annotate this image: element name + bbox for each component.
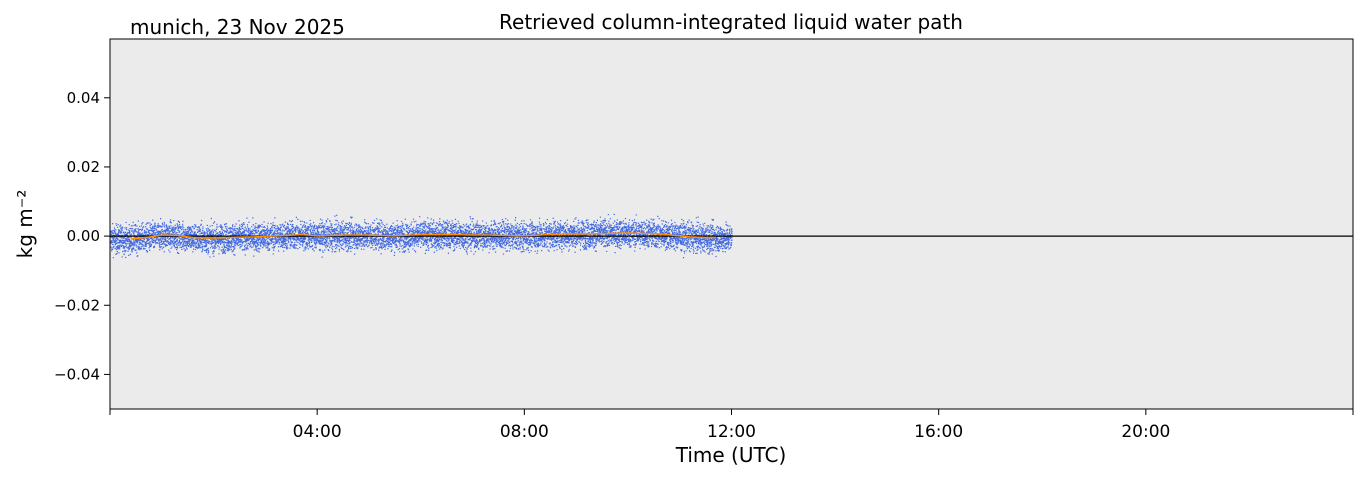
x-tick-label: 20:00 xyxy=(1121,422,1170,442)
x-tick-label: 12:00 xyxy=(707,422,756,442)
location-date-label: munich, 23 Nov 2025 xyxy=(130,15,345,39)
x-tick-label: 04:00 xyxy=(293,422,342,442)
y-tick-label: 0.00 xyxy=(67,227,100,245)
y-axis-ticks: 0.04 0.02 0.00 −0.02 −0.04 xyxy=(54,89,110,383)
x-axis-label: Time (UTC) xyxy=(675,443,787,467)
x-tick-label: 16:00 xyxy=(914,422,963,442)
x-axis-ticks: 04:00 08:00 12:00 16:00 20:00 xyxy=(109,409,1354,442)
smoothed-mean-line xyxy=(130,232,716,240)
y-axis-label: kg m⁻² xyxy=(13,190,37,259)
y-tick-label: −0.04 xyxy=(54,365,100,383)
y-tick-label: 0.04 xyxy=(67,89,100,107)
x-tick-label: 08:00 xyxy=(500,422,549,442)
chart-title: Retrieved column-integrated liquid water… xyxy=(499,10,963,34)
y-tick-label: −0.02 xyxy=(54,296,100,314)
y-tick-label: 0.02 xyxy=(67,158,100,176)
plot-area-background xyxy=(110,39,1353,409)
